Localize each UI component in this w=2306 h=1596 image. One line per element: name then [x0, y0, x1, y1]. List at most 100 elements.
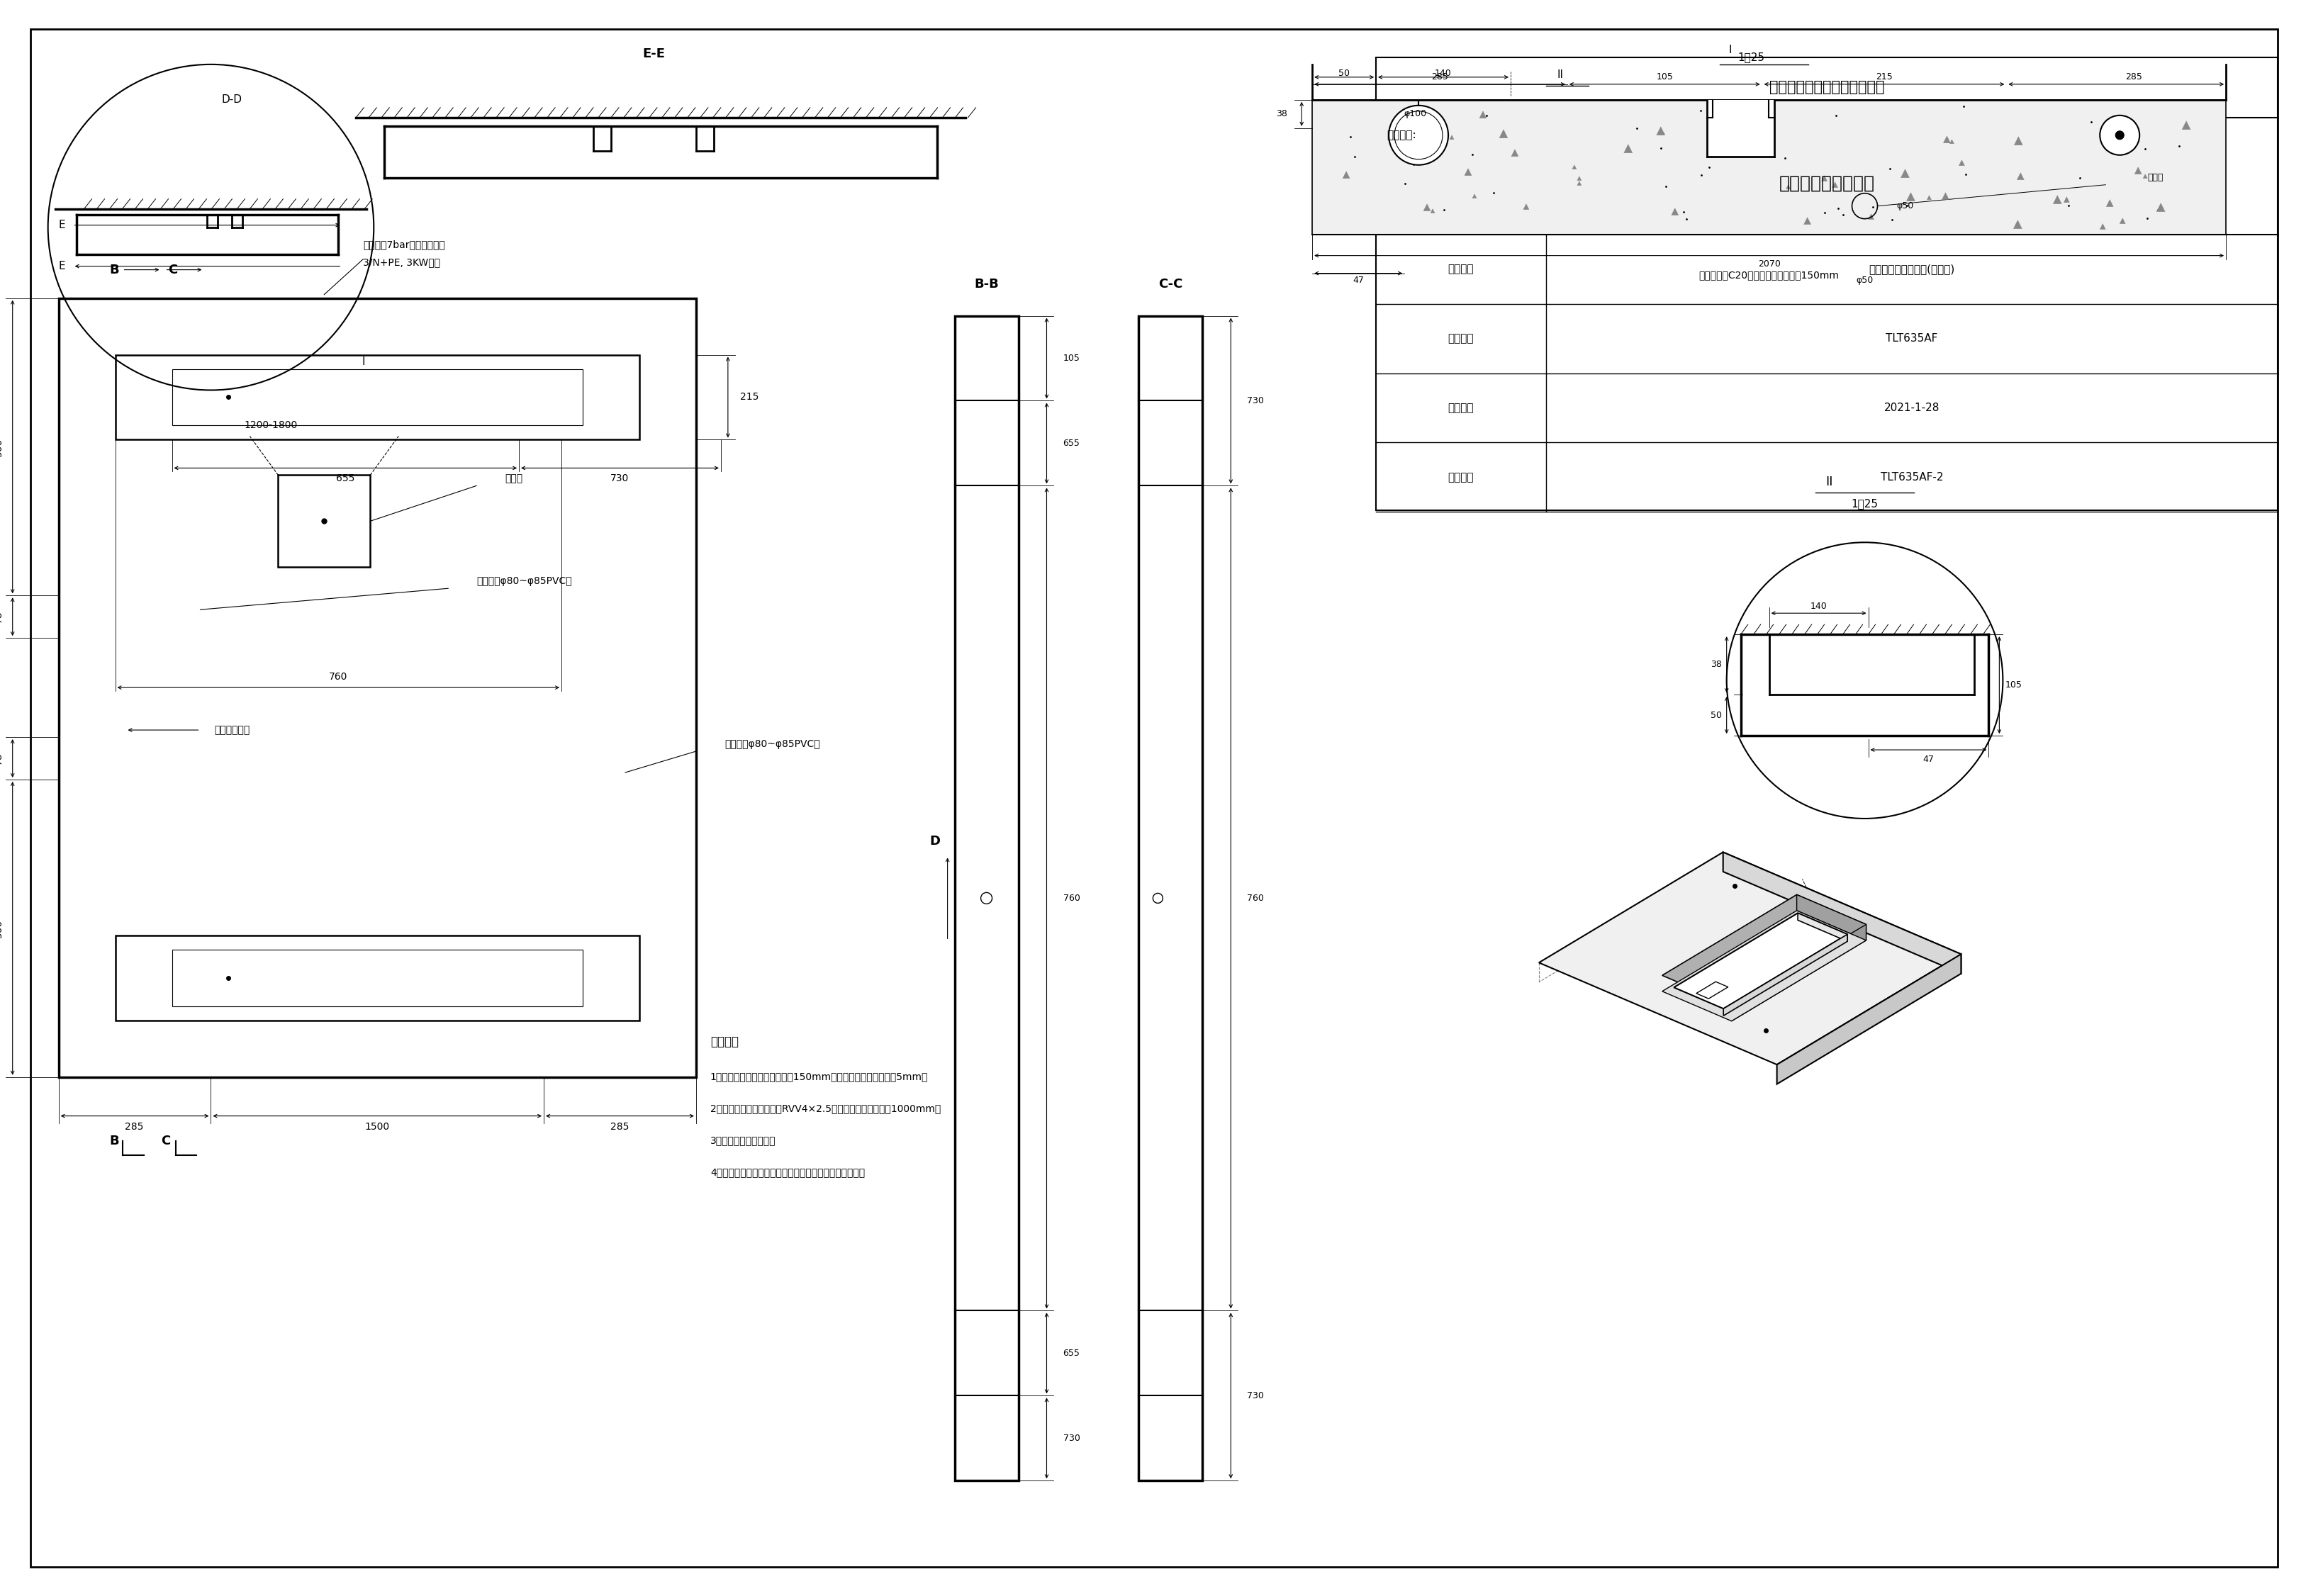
Text: 140: 140	[1434, 69, 1453, 78]
Text: 绘制日期: 绘制日期	[1448, 402, 1474, 413]
Text: φ50: φ50	[1896, 201, 1914, 211]
Text: 655: 655	[337, 474, 355, 484]
Text: 用户提供7bar的压缩空气管: 用户提供7bar的压缩空气管	[362, 239, 445, 251]
Text: 1：25: 1：25	[1739, 53, 1764, 62]
Polygon shape	[1803, 217, 1810, 225]
Text: 140: 140	[1810, 602, 1826, 611]
Polygon shape	[1723, 934, 1847, 1015]
Polygon shape	[1697, 982, 1727, 999]
Polygon shape	[1822, 176, 1826, 182]
Text: 655: 655	[1063, 1349, 1079, 1358]
Polygon shape	[1787, 185, 1789, 188]
Text: 215: 215	[1877, 72, 1893, 81]
Text: 3、控制箱可左右互换；: 3、控制箱可左右互换；	[710, 1136, 775, 1146]
Text: D-D: D-D	[221, 94, 242, 105]
Text: B-B: B-B	[973, 278, 998, 290]
Text: 105: 105	[1063, 354, 1079, 362]
Polygon shape	[1480, 112, 1487, 118]
Text: 730: 730	[1248, 396, 1264, 405]
Bar	[279, 476, 371, 567]
Text: 深圳市元征科技股份有限公司: 深圳市元征科技股份有限公司	[1769, 80, 1884, 94]
Text: 3/N+PE, 3KW电源: 3/N+PE, 3KW电源	[362, 257, 440, 268]
Text: 730: 730	[1063, 1433, 1079, 1443]
Bar	[173, 950, 583, 1005]
Text: 控制箱: 控制箱	[505, 474, 523, 484]
Text: 78: 78	[0, 752, 2, 764]
Polygon shape	[2119, 219, 2126, 223]
Polygon shape	[2156, 203, 2165, 212]
Polygon shape	[2064, 196, 2068, 203]
Text: 760: 760	[1063, 894, 1079, 903]
Text: E: E	[58, 260, 65, 271]
Text: 285: 285	[1432, 72, 1448, 81]
Text: 1500: 1500	[364, 1122, 390, 1132]
Text: 285: 285	[611, 1122, 630, 1132]
Polygon shape	[1623, 144, 1633, 153]
Text: TLT635AF: TLT635AF	[1886, 334, 1937, 343]
Text: 285: 285	[125, 1122, 143, 1132]
Bar	[1312, 101, 2225, 235]
Text: 47: 47	[1923, 755, 1935, 763]
Text: 超薄小剪平板举升机(可拍板): 超薄小剪平板举升机(可拍板)	[1868, 263, 1955, 275]
Text: E-E: E-E	[641, 48, 664, 61]
Text: 1、混凝土地基处理厚度不小于150mm，地基平面倾斜度不大于5mm；: 1、混凝土地基处理厚度不小于150mm，地基平面倾斜度不大于5mm；	[710, 1073, 927, 1082]
Text: 2070: 2070	[1757, 260, 1780, 268]
Text: 78: 78	[0, 611, 2, 622]
Polygon shape	[1663, 895, 1866, 1005]
Polygon shape	[1928, 195, 1932, 200]
Polygon shape	[1524, 204, 1529, 209]
Text: 预埋内径φ80~φ85PVC管: 预埋内径φ80~φ85PVC管	[477, 576, 572, 586]
Text: 1：25: 1：25	[1852, 498, 1877, 509]
Text: 50: 50	[1711, 710, 1723, 720]
Polygon shape	[1868, 214, 1875, 220]
Polygon shape	[1944, 136, 1951, 144]
Text: E: E	[58, 220, 65, 230]
Text: I: I	[362, 356, 364, 367]
Polygon shape	[2101, 223, 2105, 230]
Text: D: D	[929, 835, 941, 847]
Text: 500: 500	[0, 919, 2, 937]
Polygon shape	[1656, 126, 1665, 136]
Text: 50: 50	[1337, 69, 1349, 78]
Text: 车辆驶入方向: 车辆驶入方向	[214, 725, 249, 736]
Bar	[1377, 57, 2278, 511]
Polygon shape	[1723, 852, 1960, 974]
Polygon shape	[2052, 195, 2062, 204]
Polygon shape	[1674, 913, 1847, 1009]
Bar	[58, 298, 696, 1077]
Text: TLT635AF-2: TLT635AF-2	[1879, 472, 1944, 482]
Polygon shape	[2142, 174, 2147, 179]
Text: φ100: φ100	[1404, 110, 1427, 118]
Bar	[1139, 316, 1201, 1481]
Text: C-C: C-C	[1158, 278, 1183, 290]
Polygon shape	[1573, 164, 1577, 169]
Text: 1200-1800: 1200-1800	[244, 421, 297, 431]
Polygon shape	[1799, 913, 1847, 942]
Polygon shape	[1907, 193, 1914, 201]
Text: 预埋内径φ80~φ85PVC管: 预埋内径φ80~φ85PVC管	[724, 739, 821, 749]
Polygon shape	[1762, 144, 1769, 150]
Text: 760: 760	[330, 672, 348, 681]
Text: 105: 105	[1656, 72, 1674, 81]
Polygon shape	[1430, 209, 1434, 214]
Text: 38: 38	[1711, 659, 1723, 669]
Polygon shape	[2124, 121, 2128, 128]
Polygon shape	[2013, 137, 2022, 145]
Text: 技术要求: 技术要求	[710, 1036, 738, 1049]
Circle shape	[2115, 131, 2124, 139]
Text: C: C	[161, 1135, 171, 1148]
Polygon shape	[1672, 207, 1679, 215]
Polygon shape	[1778, 954, 1960, 1084]
Polygon shape	[1833, 182, 1838, 188]
Polygon shape	[1464, 169, 1471, 176]
Polygon shape	[1796, 895, 1866, 940]
Polygon shape	[1732, 924, 1866, 1021]
Polygon shape	[2181, 121, 2191, 129]
Polygon shape	[1577, 182, 1582, 185]
Polygon shape	[1510, 150, 1517, 156]
Polygon shape	[1942, 193, 1949, 200]
Polygon shape	[1471, 195, 1476, 198]
Bar	[1706, 101, 1773, 156]
Text: φ50: φ50	[1856, 276, 1872, 286]
Polygon shape	[1538, 852, 1960, 1065]
